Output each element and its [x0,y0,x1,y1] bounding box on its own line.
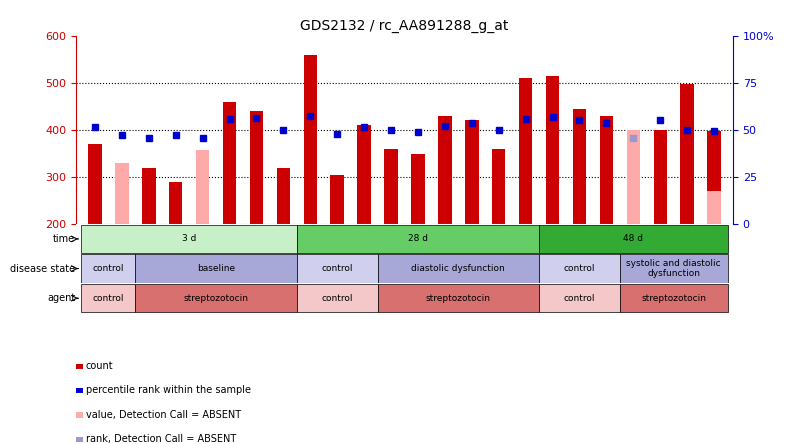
Bar [169,182,183,224]
Bar [88,144,102,224]
Text: agent: agent [47,293,75,303]
Bar [707,131,721,224]
Bar [626,130,640,224]
Bar [620,284,727,313]
Text: streptozotocin: streptozotocin [426,293,491,303]
Bar [438,116,452,224]
Bar [297,284,377,313]
Bar [82,284,135,313]
Bar [196,150,209,224]
Bar [82,254,135,283]
Text: control: control [321,293,353,303]
Text: 3 d: 3 d [182,234,196,243]
Text: systolic and diastolic
dysfunction: systolic and diastolic dysfunction [626,259,721,278]
Title: GDS2132 / rc_AA891288_g_at: GDS2132 / rc_AA891288_g_at [300,19,509,33]
Bar [276,167,290,224]
Text: percentile rank within the sample: percentile rank within the sample [86,385,251,396]
Bar [357,125,371,224]
Bar [135,254,297,283]
Text: value, Detection Call = ABSENT: value, Detection Call = ABSENT [86,410,241,420]
Text: time: time [53,234,75,244]
Bar [600,116,613,224]
Text: control: control [564,293,595,303]
Bar [492,149,505,224]
Text: streptozotocin: streptozotocin [183,293,248,303]
Bar [539,225,727,253]
Bar [377,254,539,283]
Bar [539,284,620,313]
Bar [377,284,539,313]
Bar [115,163,129,224]
Text: control: control [93,264,124,273]
Text: streptozotocin: streptozotocin [641,293,706,303]
Bar [465,120,478,224]
Bar [297,254,377,283]
Text: rank, Detection Call = ABSENT: rank, Detection Call = ABSENT [86,434,236,444]
Bar [539,254,620,283]
Text: disease state: disease state [10,264,75,274]
Text: control: control [93,293,124,303]
Bar [142,168,155,224]
Bar [250,111,264,224]
Bar [297,225,539,253]
Bar [620,254,727,283]
Bar [519,78,533,224]
Bar [680,83,694,224]
Text: control: control [564,264,595,273]
Bar [223,102,236,224]
Text: 28 d: 28 d [408,234,428,243]
Bar [654,130,667,224]
Bar [573,109,586,224]
Bar [82,225,297,253]
Bar [545,75,559,224]
Bar [411,155,425,224]
Bar [707,191,721,224]
Text: count: count [86,361,113,371]
Bar [384,149,398,224]
Bar [331,174,344,224]
Bar [135,284,297,313]
Text: 48 d: 48 d [623,234,643,243]
Text: control: control [321,264,353,273]
Bar [304,56,317,224]
Text: diastolic dysfunction: diastolic dysfunction [412,264,505,273]
Text: baseline: baseline [197,264,235,273]
